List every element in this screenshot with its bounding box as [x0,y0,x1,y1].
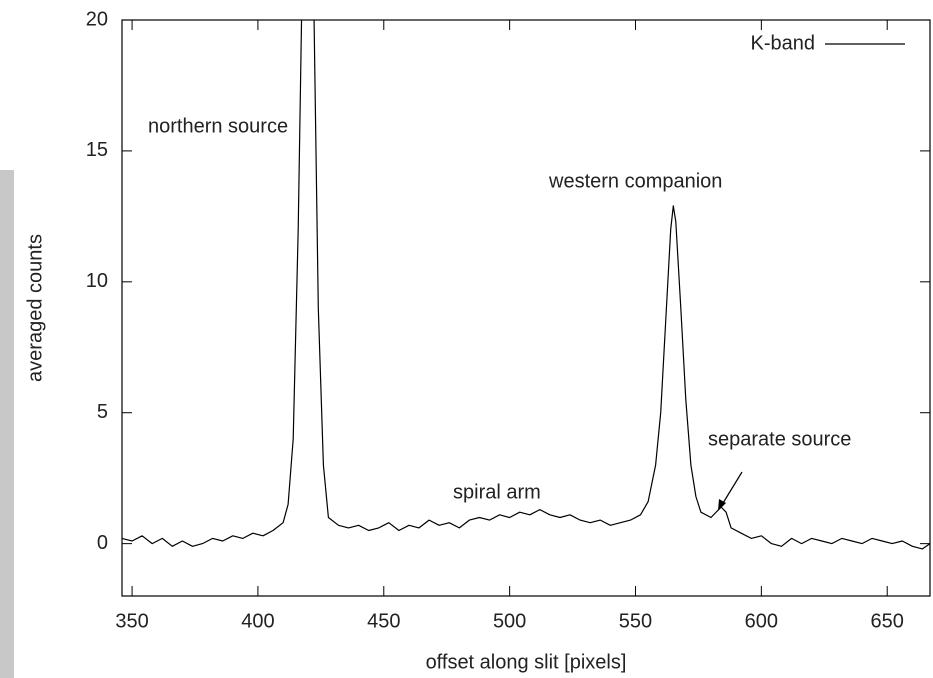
annotation-arrowhead [718,499,726,511]
annotation: spiral arm [453,481,541,503]
x-axis-label: offset along slit [pixels] [426,651,627,673]
x-tick-label: 600 [745,610,778,632]
legend-label: K-band [751,32,816,54]
x-tick-label: 550 [619,610,652,632]
data-line [122,20,930,550]
plot-frame [121,19,931,597]
x-tick-label: 350 [115,610,148,632]
left-strip [0,170,14,678]
x-tick-label: 500 [493,610,526,632]
annotation: separate source [708,428,851,450]
annotation: western companion [548,170,722,192]
x-tick-label: 450 [367,610,400,632]
x-tick-label: 650 [871,610,904,632]
annotation: northern source [148,115,288,137]
x-tick-label: 400 [241,610,274,632]
y-tick-label: 15 [86,139,108,161]
y-tick-label: 0 [97,532,108,554]
plot-area [122,20,930,550]
y-axis-label: averaged counts [24,234,46,382]
y-tick-label: 5 [97,401,108,423]
y-tick-label: 10 [86,270,108,292]
y-tick-label: 20 [86,8,108,30]
